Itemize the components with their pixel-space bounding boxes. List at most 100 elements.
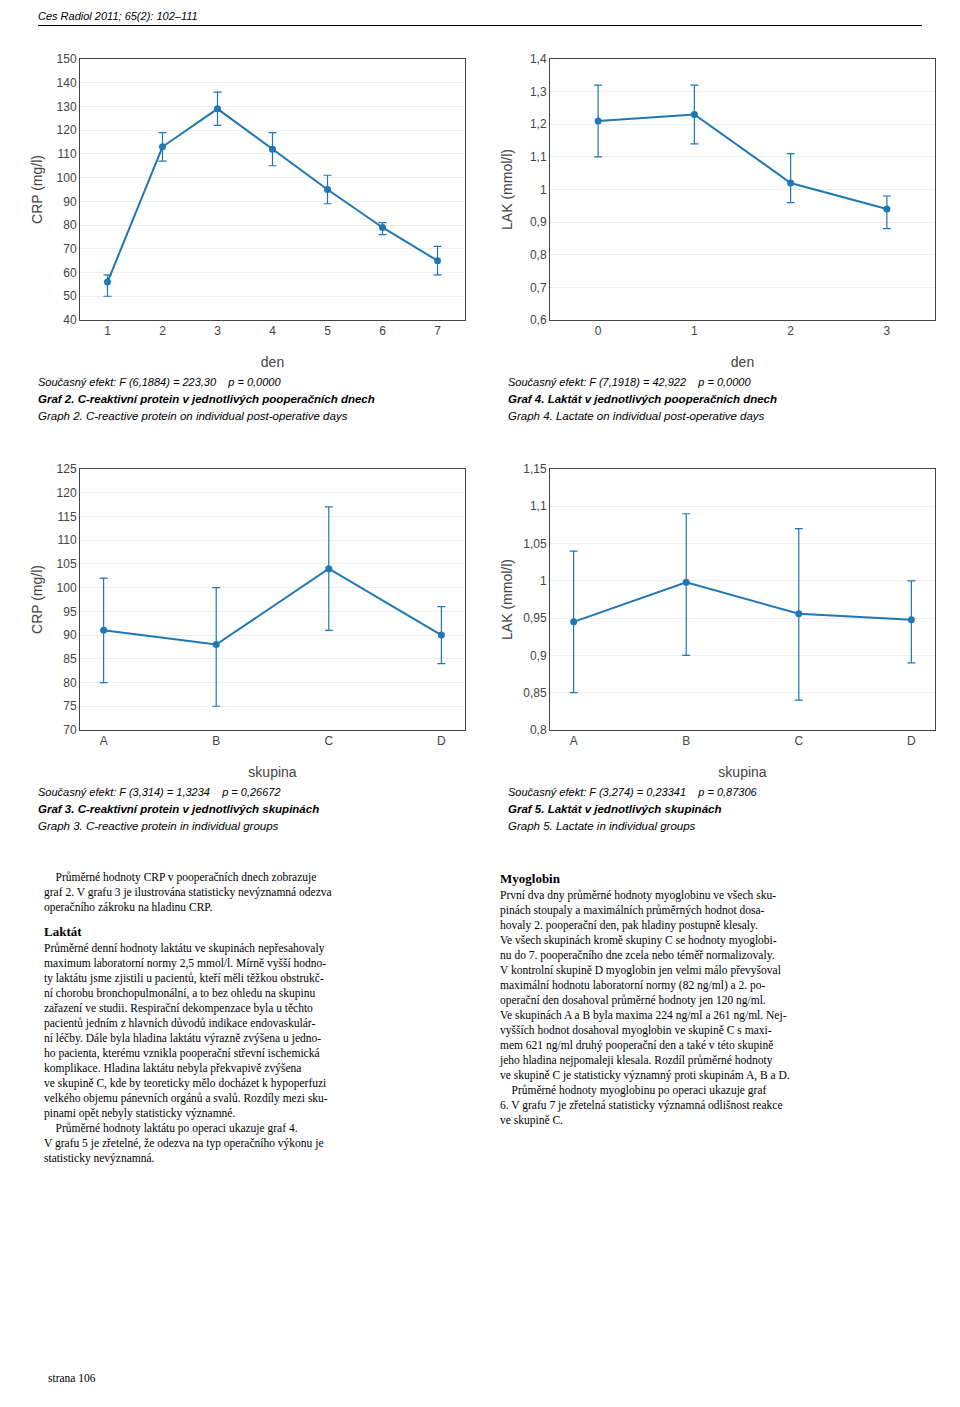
html-text:pacientů jedním z hlavních dův: pacientů jedním z hlavních důvodů indika… [44,1017,316,1029]
svg-text:D: D [437,734,446,748]
svg-text:CRP (mg/l): CRP (mg/l) [29,565,45,634]
svg-text:120: 120 [57,486,77,500]
svg-text:0,9: 0,9 [530,215,547,229]
html-text:Graf 5. Laktát v jednotlivých: Graf 5. Laktát v jednotlivých skupinách [508,803,722,815]
html-text:Současný efekt: F (3,274) = 0,: Současný efekt: F (3,274) = 0,23341 p = … [508,786,757,798]
html-text:ho pacienta, kterému vznikla p: ho pacienta, kterému vznikla pooperační … [44,1047,320,1059]
html-text:Současný efekt: F (6,1884) = 2: Současný efekt: F (6,1884) = 223,30 p = … [38,376,281,388]
html-text:zařazení ve studii. Respirační: zařazení ve studii. Respirační dekompenz… [44,1002,313,1014]
svg-text:1: 1 [104,324,111,338]
html-text:Graph 5. Lactate in individual: Graph 5. Lactate in individual groups [508,820,696,832]
svg-text:LAK (mmol/l): LAK (mmol/l) [499,149,515,230]
svg-text:3: 3 [884,324,891,338]
svg-text:A: A [100,734,108,748]
svg-text:115: 115 [57,510,76,524]
svg-text:LAK (mmol/l): LAK (mmol/l) [499,559,515,640]
svg-text:1,1: 1,1 [530,150,547,164]
svg-text:den: den [731,354,754,370]
svg-text:130: 130 [57,100,77,114]
html-text:Laktát: Laktát [44,924,82,939]
svg-text:1,05: 1,05 [523,537,547,551]
html-text:komplikace. Hladina laktátu ne: komplikace. Hladina laktátu nebyla překv… [44,1062,302,1074]
svg-text:0,6: 0,6 [530,313,547,327]
html-text:Graph 3. C-reactive protein in: Graph 3. C-reactive protein in individua… [38,820,279,832]
html-text:Graph 2. C-reactive protein on: Graph 2. C-reactive protein on individua… [38,410,348,422]
svg-text:den: den [261,354,284,370]
html-text:ní chorobu bronchopulmonální,: ní chorobu bronchopulmonální, a to bez o… [44,987,316,999]
svg-text:0,7: 0,7 [530,281,547,295]
svg-text:0,85: 0,85 [523,686,547,700]
svg-text:110: 110 [57,533,76,547]
html-text:Graph 4. Lactate on individual: Graph 4. Lactate on individual post-oper… [508,410,765,422]
html-text:graf 2. V grafu 3 je ilustrová: graf 2. V grafu 3 je ilustrována statist… [44,886,332,898]
svg-text:140: 140 [57,76,77,90]
html-text:Průměrné hodnoty laktátu po op: Průměrné hodnoty laktátu po operaci ukaz… [44,1122,298,1134]
html-text:ty laktátu jsme zjistili u pac: ty laktátu jsme zjistili u pacientů, kte… [44,972,324,984]
html-text:Graf 3. C-reaktivní protein v: Graf 3. C-reaktivní protein v jednotlivý… [38,803,320,815]
html-text:ve skupině C, kde by teoretick: ve skupině C, kde by teoreticky mělo doc… [44,1077,327,1089]
svg-text:1,4: 1,4 [530,52,547,66]
html-text:Současný efekt: F (3,314) = 1,: Současný efekt: F (3,314) = 1,3234 p = 0… [38,786,281,798]
html-text:V grafu 5 je zřetelné, že odez: V grafu 5 je zřetelné, že odezva na typ … [44,1137,324,1149]
svg-text:100: 100 [57,171,77,185]
html-text:pinami opět nebyly statisticky: pinami opět nebyly statisticky významné. [44,1107,236,1119]
svg-text:1,15: 1,15 [523,462,547,476]
svg-text:D: D [907,734,916,748]
svg-text:1,3: 1,3 [530,85,547,99]
svg-text:105: 105 [57,557,77,571]
svg-text:skupina: skupina [248,764,296,780]
svg-text:75: 75 [63,699,77,713]
svg-text:1: 1 [540,574,547,588]
html-text:maximum laboratorní normy 2,5: maximum laboratorní normy 2,5 mmol/l. Mí… [44,957,326,969]
svg-text:CRP (mg/l): CRP (mg/l) [29,155,45,224]
svg-text:7: 7 [434,324,441,338]
svg-text:5: 5 [324,324,331,338]
html-text:operačního zákroku na hladinu: operačního zákroku na hladinu CRP. [44,901,213,913]
svg-text:B: B [212,734,220,748]
svg-text:60: 60 [63,266,77,280]
svg-text:110: 110 [57,147,76,161]
html-text:Graf 4. Laktát v jednotlivých: Graf 4. Laktát v jednotlivých pooperační… [508,393,777,405]
svg-text:80: 80 [63,218,77,232]
svg-text:0,95: 0,95 [523,611,547,625]
svg-text:150: 150 [57,52,77,66]
svg-text:B: B [682,734,690,748]
svg-text:0,8: 0,8 [530,248,547,262]
svg-text:3: 3 [214,324,221,338]
svg-text:70: 70 [63,723,77,737]
svg-text:2: 2 [787,324,794,338]
svg-text:80: 80 [63,676,77,690]
svg-text:40: 40 [63,313,77,327]
svg-text:0,9: 0,9 [530,649,547,663]
html-text:velkého objemu pánevních orgán: velkého objemu pánevních orgánů a svalů.… [44,1092,328,1104]
svg-text:2: 2 [159,324,166,338]
svg-text:4: 4 [269,324,276,338]
html-text:Ces Radiol 2011; 65(2): 102–11: Ces Radiol 2011; 65(2): 102–111 [38,10,198,22]
html-text:Průměrné hodnoty CRP v poopera: Průměrné hodnoty CRP v pooperačních dnec… [44,871,317,883]
svg-text:50: 50 [63,289,77,303]
svg-text:1: 1 [540,183,547,197]
svg-text:1,2: 1,2 [530,117,547,131]
svg-text:C: C [324,734,333,748]
html-text:Myoglobin: Myoglobin [500,871,560,886]
html-text:ní léčby. Dále byla hladina la: ní léčby. Dále byla hladina laktátu výra… [44,1032,322,1044]
svg-text:120: 120 [57,123,77,137]
svg-text:0: 0 [595,324,602,338]
html-text:Graf 2. C-reaktivní protein v: Graf 2. C-reaktivní protein v jednotlivý… [38,393,375,405]
svg-text:70: 70 [63,242,77,256]
svg-text:skupina: skupina [718,764,766,780]
svg-text:1,1: 1,1 [530,499,547,513]
svg-text:90: 90 [63,628,77,642]
svg-text:85: 85 [63,652,77,666]
svg-text:A: A [570,734,578,748]
html-text:Průměrné denní hodnoty laktátu: Průměrné denní hodnoty laktátu ve skupin… [44,942,325,954]
svg-text:C: C [794,734,803,748]
svg-text:95: 95 [63,605,77,619]
svg-text:0,8: 0,8 [530,723,547,737]
svg-text:1: 1 [691,324,698,338]
svg-text:6: 6 [379,324,386,338]
html-text:Současný efekt: F (7,1918) = 4: Současný efekt: F (7,1918) = 42,922 p = … [508,376,751,388]
svg-text:90: 90 [63,195,77,209]
svg-text:100: 100 [57,581,77,595]
svg-text:125: 125 [57,462,77,476]
